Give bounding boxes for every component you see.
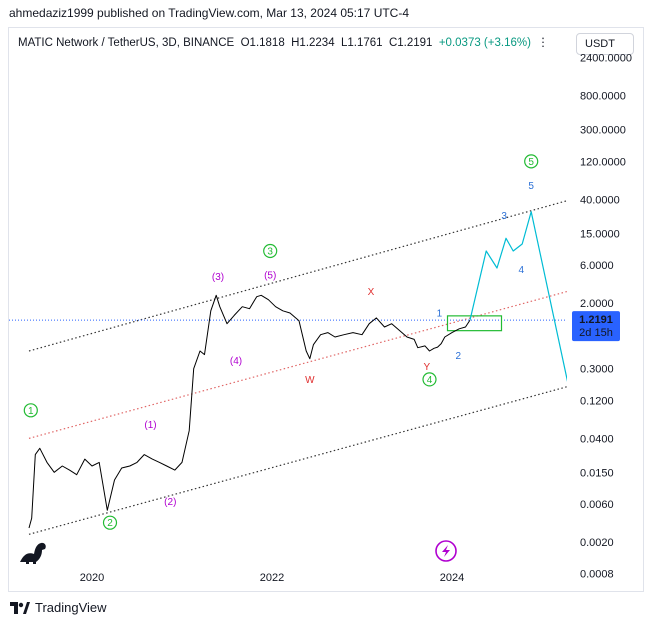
wave-label-purple-9: (5) xyxy=(264,270,276,281)
y-tick-label: 300.0000 xyxy=(580,125,626,137)
footer: TradingView xyxy=(10,600,107,615)
projection-series-line[interactable] xyxy=(469,211,569,389)
dino-logo-icon xyxy=(20,542,46,564)
wave-label-purple-7: (3) xyxy=(212,272,224,283)
chart-frame xyxy=(8,27,644,592)
wave-label-blue-13: 1 xyxy=(437,308,443,319)
wave-circle-3 xyxy=(422,372,437,387)
channel-line-lower[interactable] xyxy=(28,366,641,535)
currency-button[interactable]: USDT xyxy=(576,33,634,55)
wave-label-blue-17: 5 xyxy=(528,181,534,192)
x-tick-label: 2020 xyxy=(80,572,104,584)
y-tick-label: 0.1200 xyxy=(580,395,614,407)
price-series-line[interactable] xyxy=(28,294,471,529)
wave-label-green-2: 3 xyxy=(267,246,273,257)
y-tick-label: 40.0000 xyxy=(580,194,620,206)
y-tick-label: 6.0000 xyxy=(580,260,614,272)
y-tick-label: 0.3000 xyxy=(580,364,614,376)
last-price-value: 1.2191 xyxy=(579,314,613,326)
wave-label-blue-15: 3 xyxy=(501,211,507,222)
y-tick-label: 120.0000 xyxy=(580,156,626,168)
wave-label-red-11: W xyxy=(305,375,315,386)
legend-low: L1.1761 xyxy=(341,37,383,49)
wave-circle-2 xyxy=(263,243,278,259)
wave-label-purple-6: (2) xyxy=(164,497,176,508)
wave-label-red-12: Y xyxy=(423,362,430,373)
legend-more-icon[interactable]: ⋮ xyxy=(537,37,549,49)
channel-line-upper[interactable] xyxy=(28,180,641,352)
y-tick-label: 0.0150 xyxy=(580,467,614,479)
wave-circle-0 xyxy=(23,403,38,418)
wave-label-green-4: 5 xyxy=(528,157,534,168)
legend-open: O1.1818 xyxy=(240,37,285,49)
legend-high: H1.2234 xyxy=(291,37,335,49)
y-tick-label: 2400.0000 xyxy=(580,53,632,65)
legend-close: C1.2191 xyxy=(388,37,433,49)
wave-label-green-1: 2 xyxy=(107,518,113,529)
x-tick-label: 2022 xyxy=(260,572,284,584)
symbol-legend: MATIC Network / TetherUS, 3D, BINANCE O1… xyxy=(18,35,549,49)
legend-symbol[interactable]: MATIC Network / TetherUS, 3D, BINANCE xyxy=(18,37,235,49)
last-price-countdown: 2d 15h xyxy=(579,327,613,339)
publisher-line: ahmedaziz1999 published on TradingView.c… xyxy=(9,6,410,20)
tradingview-logo-icon xyxy=(10,601,30,614)
y-tick-label: 0.0400 xyxy=(580,433,614,445)
lightning-icon[interactable] xyxy=(435,540,457,562)
y-tick-label: 0.0020 xyxy=(580,537,614,549)
y-tick-label: 2.0000 xyxy=(580,298,614,310)
wave-label-blue-14: 2 xyxy=(456,351,462,362)
channel-line-middle[interactable] xyxy=(28,271,641,439)
wave-label-blue-16: 4 xyxy=(519,265,525,276)
wave-label-green-0: 1 xyxy=(28,406,34,417)
wave-label-red-10: X xyxy=(368,287,375,298)
wave-label-green-3: 4 xyxy=(427,375,433,386)
y-tick-label: 15.0000 xyxy=(580,228,620,240)
wave-label-purple-5: (1) xyxy=(144,420,156,431)
wave-circle-4 xyxy=(524,154,539,169)
y-tick-label: 0.0060 xyxy=(580,499,614,511)
target-zone-rect[interactable] xyxy=(446,315,503,332)
legend-change: +0.0373 (+3.16%) xyxy=(438,37,531,49)
y-tick-label: 800.0000 xyxy=(580,91,626,103)
footer-brand[interactable]: TradingView xyxy=(35,600,107,615)
last-price-tag xyxy=(572,311,620,342)
wave-label-purple-8: (4) xyxy=(230,356,242,367)
wave-circle-1 xyxy=(102,515,118,530)
y-tick-label: 0.0008 xyxy=(580,569,614,581)
x-tick-label: 2024 xyxy=(440,572,464,584)
price-chart[interactable]: 1 2 3 4 5 (1) (2) (3) (4) (5) X W Y 1 2 3 4 5 2400.0000 80… xyxy=(0,0,653,595)
